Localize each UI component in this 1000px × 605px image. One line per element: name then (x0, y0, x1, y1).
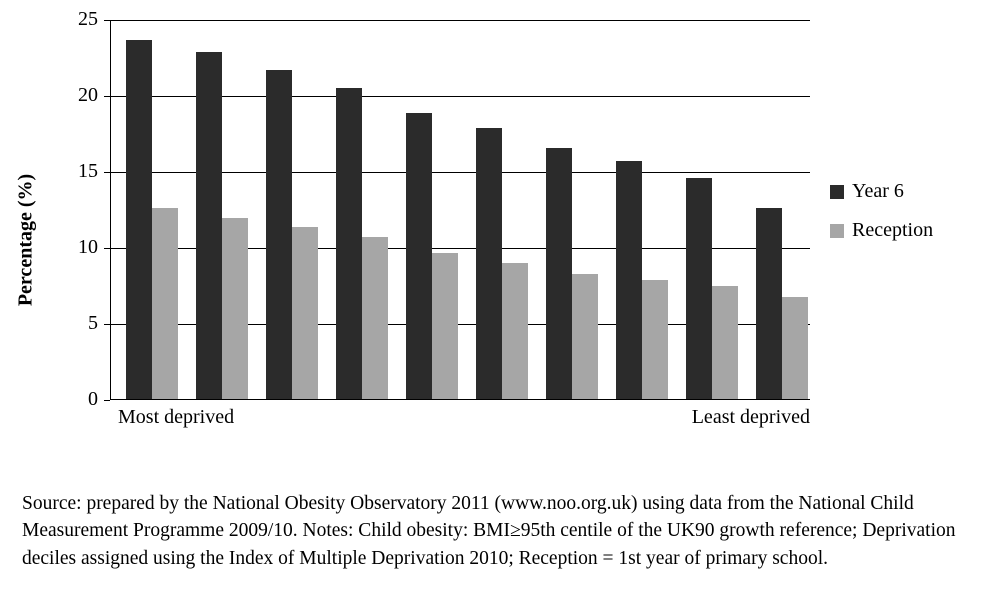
legend-item: Year 6 (830, 180, 970, 203)
bars (110, 20, 810, 400)
x-axis-label-right: Least deprived (692, 406, 810, 429)
legend-swatch (830, 224, 844, 238)
bar-reception (782, 297, 808, 400)
legend-label: Year 6 (852, 180, 904, 203)
bar-reception (502, 263, 528, 400)
legend-label: Reception (852, 219, 933, 242)
bar-reception (292, 227, 318, 400)
x-axis-line (110, 399, 810, 400)
bar-year-6 (756, 208, 782, 400)
y-tick-label: 10 (58, 236, 98, 259)
page: Percentage (%) 0510152025 Most deprived … (0, 0, 1000, 605)
y-tick-label: 15 (58, 160, 98, 183)
bar-year-6 (616, 161, 642, 400)
bar-year-6 (196, 52, 222, 400)
bar-year-6 (126, 40, 152, 400)
y-axis-title: Percentage (%) (15, 174, 38, 306)
chart: Percentage (%) 0510152025 Most deprived … (20, 10, 980, 470)
bar-reception (362, 237, 388, 400)
bar-year-6 (266, 70, 292, 400)
legend-item: Reception (830, 219, 970, 242)
y-tick-label: 20 (58, 84, 98, 107)
legend-swatch (830, 185, 844, 199)
plot-area: 0510152025 Most deprived Least deprived (110, 20, 810, 430)
legend: Year 6 Reception (830, 180, 970, 258)
bar-reception (152, 208, 178, 400)
bar-reception (572, 274, 598, 400)
caption: Source: prepared by the National Obesity… (22, 490, 978, 572)
bar-reception (222, 218, 248, 400)
x-axis-label-left: Most deprived (118, 406, 234, 429)
bar-reception (642, 280, 668, 400)
bar-reception (712, 286, 738, 400)
y-tick-label: 0 (58, 388, 98, 411)
bar-year-6 (476, 128, 502, 400)
y-tick-mark (104, 400, 110, 401)
y-tick-label: 25 (58, 8, 98, 31)
bar-year-6 (546, 148, 572, 400)
bar-reception (432, 253, 458, 400)
bar-year-6 (336, 88, 362, 400)
y-tick-label: 5 (58, 312, 98, 335)
plot (110, 20, 810, 400)
bar-year-6 (686, 178, 712, 400)
bar-year-6 (406, 113, 432, 400)
